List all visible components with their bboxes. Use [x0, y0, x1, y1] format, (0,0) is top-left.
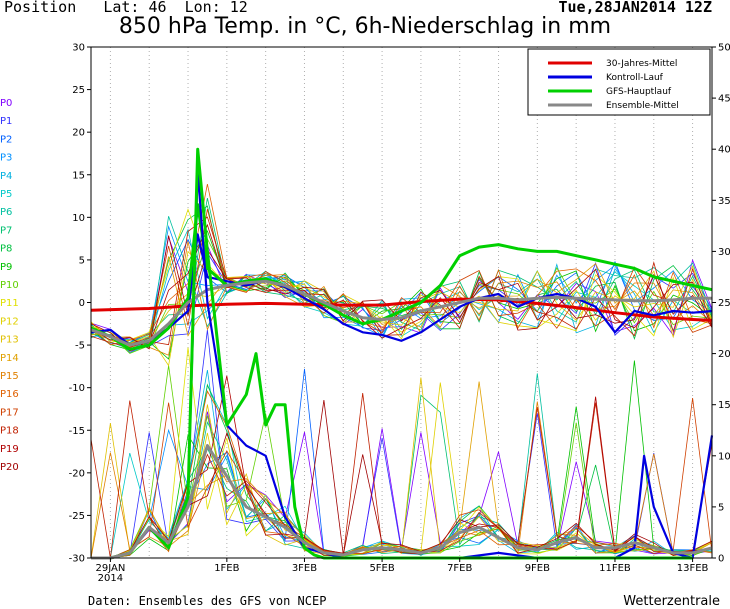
x-tick-label: 9FEB	[525, 563, 550, 574]
member-label: P7	[0, 225, 12, 236]
lat-value: Lat: 46	[103, 0, 167, 16]
y-left-tick-label: 5	[79, 255, 85, 266]
y-left-tick-label: -30	[69, 554, 85, 565]
y-right-tick-label: 30	[718, 247, 730, 258]
x-tick-label-line: 7FEB	[447, 563, 472, 574]
member-precip-line	[91, 382, 713, 559]
x-tick-label-line: 3FEB	[292, 563, 317, 574]
x-tick-label-line: 13FEB	[677, 563, 709, 574]
lon-value: Lon: 12	[184, 0, 248, 16]
member-label: P3	[0, 153, 12, 164]
member-precip-line	[91, 373, 713, 559]
member-precip-line	[91, 347, 713, 559]
member-label: P9	[0, 262, 12, 273]
y-right-tick-label: 50	[718, 43, 730, 54]
y-left-tick-label: 0	[79, 298, 85, 309]
chart-title: 850 hPa Temp. in °C, 6h-Niederschlag in …	[118, 14, 612, 39]
y-left-tick-label: 10	[72, 213, 85, 224]
member-label: P8	[0, 244, 12, 255]
x-tick-label-line: 11FEB	[599, 563, 631, 574]
y-right-tick-label: 15	[718, 400, 730, 411]
x-tick-label: 3FEB	[292, 563, 317, 574]
y-right-tick-label: 5	[718, 502, 724, 513]
x-tick-label: 7FEB	[447, 563, 472, 574]
member-precip-line	[91, 383, 713, 559]
member-label: P13	[0, 335, 19, 346]
y-left-tick-label: 30	[72, 43, 85, 54]
y-right-tick-label: 20	[718, 349, 730, 360]
x-tick-label-line: 1FEB	[214, 563, 239, 574]
brand-label: Wetterzentrale	[623, 594, 720, 609]
y-left-tick-label: 15	[72, 170, 85, 181]
member-label: P6	[0, 207, 12, 218]
member-label: P10	[0, 280, 19, 291]
y-right-tick-label: 45	[718, 94, 730, 105]
member-label-list: P0 P1 P2 P3 P4 P5 P6 P7 P8 P9 P10 P11 P12 P13 P14 P15 P1…	[0, 98, 19, 473]
member-precip-line	[91, 375, 713, 559]
data-source: Daten: Ensembles des GFS von NCEP	[88, 594, 327, 608]
member-label: P15	[0, 371, 19, 382]
x-tick-label: 1FEB	[214, 563, 239, 574]
series-line-1	[90, 233, 713, 347]
x-tick-label: 13FEB	[677, 563, 709, 574]
y-left-tick-label: -5	[75, 341, 85, 352]
x-tick-label-line: 29JAN	[95, 563, 125, 574]
x-tick-label: 5FEB	[369, 563, 394, 574]
legend-label: GFS-Hauptlauf	[606, 87, 672, 97]
x-tick-label: 29JAN 2014	[95, 563, 125, 584]
member-label: P17	[0, 407, 19, 418]
member-precip-line	[91, 383, 713, 559]
y-right-tick-label: 0	[718, 554, 724, 565]
member-label: P0	[0, 98, 12, 109]
member-precip-line	[91, 370, 713, 559]
member-precip-line	[91, 329, 713, 559]
axis-ticks: 302520151050-5-10-15-20-25-3050454035302…	[69, 43, 730, 585]
legend: 30-Jahres-Mittel Kontroll-Lauf GFS-Hauptla…	[527, 48, 711, 116]
member-temp-line	[90, 263, 713, 350]
ensemble-members	[90, 184, 713, 559]
series-line-2	[90, 203, 713, 351]
legend-label: Ensemble-Mittel	[606, 101, 679, 111]
member-precip-line	[91, 368, 713, 559]
y-left-tick-label: 25	[72, 85, 85, 96]
run-timestamp: Tue,28JAN2014 12Z	[558, 0, 712, 16]
y-left-tick-label: -15	[69, 426, 85, 437]
y-right-tick-label: 40	[718, 145, 730, 156]
legend-label: 30-Jahres-Mittel	[606, 59, 677, 69]
header-position: Position Lat: 46 Lon: 12	[4, 0, 248, 16]
y-right-tick-label: 25	[718, 298, 730, 309]
member-precip-line	[91, 398, 713, 559]
x-tick-label-line: 5FEB	[369, 563, 394, 574]
position-label: Position	[4, 0, 77, 16]
x-tick-label-line: 2014	[98, 573, 123, 584]
y-right-tick-label: 35	[718, 196, 730, 207]
x-tick-label-line: 9FEB	[525, 563, 550, 574]
member-label: P20	[0, 462, 19, 473]
member-label: P16	[0, 389, 19, 400]
member-label: P12	[0, 316, 19, 327]
legend-label: Kontroll-Lauf	[606, 73, 664, 83]
member-label: P4	[0, 171, 12, 182]
member-label: P2	[0, 134, 12, 145]
member-precip-line	[91, 381, 713, 559]
member-label: P5	[0, 189, 12, 200]
member-label: P14	[0, 353, 19, 364]
y-left-tick-label: -25	[69, 511, 85, 522]
series-line-6	[91, 444, 713, 560]
y-right-tick-label: 10	[718, 451, 730, 462]
y-left-tick-label: -20	[69, 468, 85, 479]
member-label: P1	[0, 116, 12, 127]
member-precip-line	[90, 377, 713, 559]
member-label: P11	[0, 298, 19, 309]
y-left-tick-label: -10	[69, 383, 85, 394]
y-left-tick-label: 20	[72, 128, 85, 139]
member-label: P18	[0, 426, 19, 437]
x-tick-label: 11FEB	[599, 563, 631, 574]
member-label: P19	[0, 444, 19, 455]
